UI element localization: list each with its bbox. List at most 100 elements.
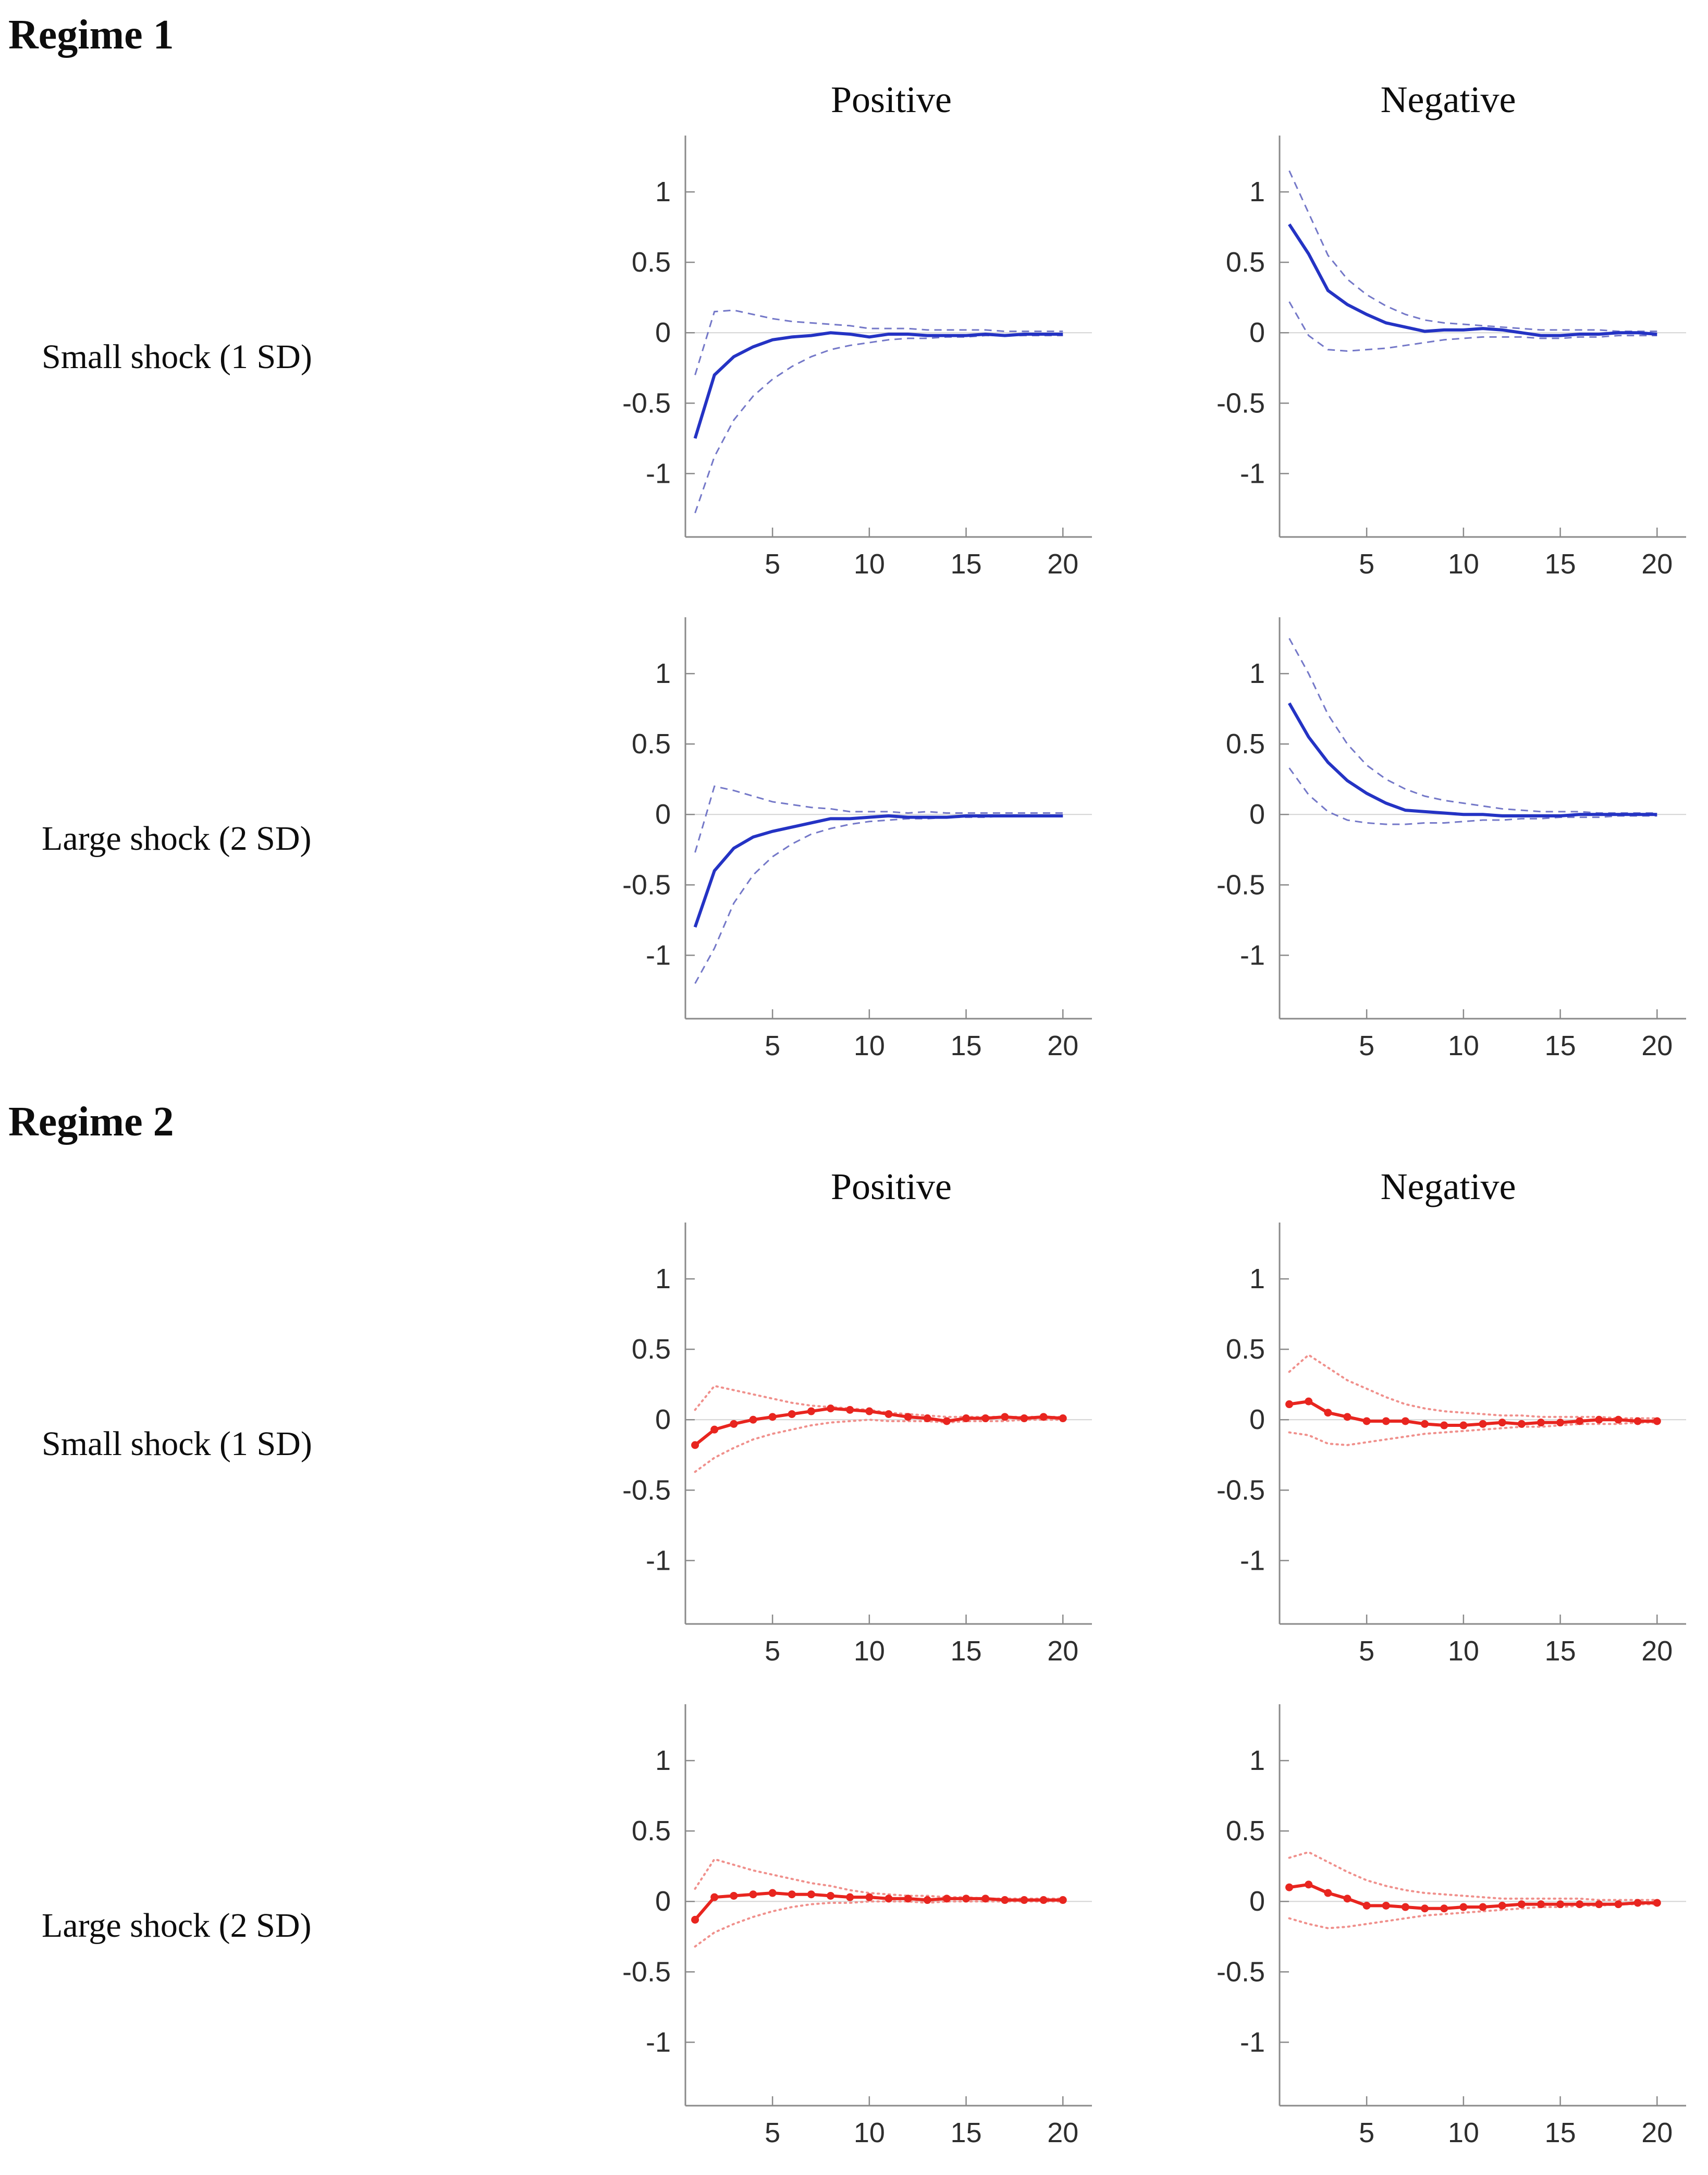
y-tick-label: 0.5 (632, 1334, 671, 1365)
regime2-large-negative-marker (1285, 1883, 1294, 1891)
y-tick-label: -1 (646, 1545, 671, 1576)
x-tick-label: 5 (1359, 1030, 1374, 1061)
regime2-large-negative-marker (1633, 1899, 1642, 1907)
regime2-small-positive-marker (846, 1406, 854, 1414)
regime2-small-positive-marker (1020, 1414, 1028, 1423)
regime1-small-negative-lower-band (1288, 301, 1657, 352)
regime2-small-negative-marker (1633, 1417, 1642, 1425)
x-tick-label: 10 (1448, 1030, 1479, 1061)
regime2-small-positive-marker (904, 1413, 912, 1421)
regime2-large-positive-marker (923, 1896, 931, 1904)
regime2-small-positive-marker (981, 1414, 990, 1423)
regime2-large-negative-marker (1459, 1903, 1468, 1911)
x-tick-label: 5 (1359, 2117, 1374, 2148)
regime2-large-negative-marker (1343, 1895, 1351, 1903)
y-tick-label: 0 (655, 1886, 671, 1917)
regime2-small-positive-plot: 1 0.5 0 -0.5 -1 5 10 15 20 (622, 1223, 1092, 1667)
x-tick-label: 15 (951, 1030, 982, 1061)
regime1-large-negative-plot: 1 0.5 0 -0.5 -1 5 10 15 20 (1217, 617, 1686, 1061)
y-tick-label: 1 (655, 1263, 671, 1294)
regime2-large-negative-marker (1614, 1900, 1623, 1909)
y-tick-label: -1 (1240, 2026, 1265, 2058)
y-tick-label: 0.5 (1226, 1815, 1265, 1847)
y-tick-label: -0.5 (622, 387, 671, 419)
regime2-large-negative-lower-band (1288, 1903, 1658, 1929)
y-tick-label: 0 (655, 1404, 671, 1435)
regime2-small-negative-marker (1362, 1417, 1371, 1425)
x-tick-label: 10 (1448, 548, 1479, 580)
x-tick-label: 20 (1641, 2117, 1673, 2148)
regime1-large-negative-upper-band (1288, 638, 1657, 814)
regime2-small-negative-marker (1614, 1415, 1623, 1424)
y-tick-label: 1 (655, 176, 671, 207)
x-tick-label: 20 (1641, 1030, 1673, 1061)
regime1-large-positive-lower-band (694, 815, 1063, 984)
y-tick-label: -1 (1240, 939, 1265, 971)
x-tick-label: 10 (854, 548, 885, 580)
x-tick-label: 20 (1641, 548, 1673, 580)
regime2-small-positive-marker (962, 1414, 970, 1423)
y-tick-label: -0.5 (1217, 869, 1265, 900)
regime2-small-positive-marker (1001, 1413, 1009, 1421)
regime2-large-negative-marker (1362, 1901, 1371, 1910)
regime2-small-positive-marker (710, 1425, 719, 1434)
y-tick-label: 0.5 (632, 1815, 671, 1847)
regime2-large-positive-plot: 1 0.5 0 -0.5 -1 5 10 15 20 (622, 1704, 1092, 2148)
row-label-large-shock-regime1: Large shock (2 SD) (42, 820, 312, 858)
regime2-large-negative-marker (1479, 1903, 1487, 1911)
y-tick-label: 0 (655, 799, 671, 830)
x-tick-label: 15 (1545, 2117, 1576, 2148)
chart-regime2-large-positive: 1 0.5 0 -0.5 -1 5 10 15 20 (594, 1691, 1188, 2160)
x-tick-label: 5 (765, 1635, 780, 1667)
regime2-small-negative-marker (1440, 1421, 1448, 1429)
regime2-small-negative-marker (1382, 1417, 1390, 1425)
y-tick-label: -1 (1240, 1545, 1265, 1576)
regime2-large-negative-marker (1305, 1880, 1313, 1889)
y-tick-label: -1 (646, 458, 671, 489)
x-tick-label: 10 (854, 2117, 885, 2148)
chart-regime1-large-positive: 1 0.5 0 -0.5 -1 5 10 15 20 (594, 604, 1188, 1073)
regime2-large-positive-marker (1020, 1896, 1028, 1904)
x-tick-label: 15 (951, 2117, 982, 2148)
regime2-large-negative-marker (1595, 1900, 1603, 1909)
regime2-large-positive-marker (884, 1895, 893, 1903)
regime2-large-positive-marker (1039, 1896, 1048, 1904)
column-title-negative-regime2: Negative (1380, 1166, 1516, 1207)
x-tick-label: 15 (1545, 1635, 1576, 1667)
regime1-small-negative-irf (1288, 223, 1657, 337)
regime2-small-positive-marker (923, 1414, 931, 1423)
regime2-small-positive-marker (827, 1404, 835, 1413)
regime2-small-negative-marker (1556, 1419, 1565, 1427)
regime2-large-negative-marker (1653, 1899, 1661, 1907)
regime1-large-negative-irf (1287, 702, 1657, 817)
regime2-small-negative-marker (1595, 1415, 1603, 1424)
chart-regime1-small-negative: 1 0.5 0 -0.5 -1 5 10 15 20 (1188, 123, 1708, 592)
regime1-small-positive-upper-band (694, 309, 1063, 375)
regime2-large-positive-marker (827, 1891, 835, 1900)
y-tick-label: 0 (1249, 1886, 1265, 1917)
y-tick-label: 1 (655, 658, 671, 689)
chart-regime2-large-negative: 1 0.5 0 -0.5 -1 5 10 15 20 (1188, 1691, 1708, 2160)
x-tick-label: 15 (951, 1635, 982, 1667)
x-tick-label: 20 (1047, 548, 1078, 580)
regime2-small-negative-marker (1324, 1409, 1332, 1417)
chart-regime1-large-negative: 1 0.5 0 -0.5 -1 5 10 15 20 (1188, 604, 1708, 1073)
x-tick-label: 10 (1448, 2117, 1479, 2148)
y-tick-label: 1 (1249, 1263, 1265, 1294)
regime2-small-negative-lower-band (1288, 1421, 1658, 1446)
regime2-large-positive-marker (788, 1890, 796, 1899)
regime2-large-negative-marker (1382, 1901, 1390, 1910)
regime2-large-negative-marker (1498, 1901, 1506, 1910)
regime2-small-positive-irf (694, 1407, 1063, 1447)
regime2-small-negative-marker (1479, 1420, 1487, 1428)
regime2-small-negative-marker (1343, 1413, 1351, 1421)
regime2-large-negative-plot: 1 0.5 0 -0.5 -1 5 10 15 20 (1217, 1704, 1686, 2148)
regime2-large-negative-marker (1556, 1900, 1565, 1909)
y-tick-label: 1 (1249, 658, 1265, 689)
chart-regime2-small-negative: 1 0.5 0 -0.5 -1 5 10 15 20 (1188, 1209, 1708, 1679)
regime2-large-positive-marker (962, 1895, 970, 1903)
column-title-negative-regime1: Negative (1380, 79, 1516, 120)
regime2-large-positive-marker (1001, 1896, 1009, 1904)
